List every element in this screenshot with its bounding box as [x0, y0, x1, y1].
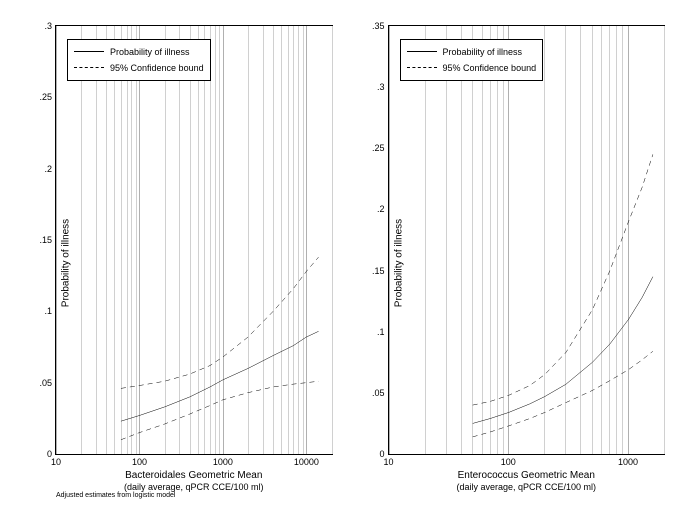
footnote: Adjusted estimates from logistic model [56, 492, 175, 499]
x-tick-label: 1000 [213, 454, 233, 467]
panel-left: Probability of illness 0.05.1.15.2.25.31… [10, 20, 343, 505]
series-line [121, 257, 319, 388]
y-tick-label: .1 [377, 327, 389, 337]
x-tick-label: 10 [51, 454, 61, 467]
x-tick-label: 10000 [294, 454, 319, 467]
x-axis-label: Bacteroidales Geometric Mean(daily avera… [124, 470, 264, 494]
plot-right: 0.05.1.15.2.25.3.35101001000Enterococcus… [388, 25, 666, 455]
y-tick-label: .25 [39, 92, 56, 102]
plot-left: 0.05.1.15.2.25.310100100010000Bacteroida… [55, 25, 333, 455]
x-tick-label: 100 [501, 454, 516, 467]
x-axis-label: Enterococcus Geometric Mean(daily averag… [456, 470, 596, 494]
y-tick-label: .05 [39, 378, 56, 388]
y-tick-label: .15 [39, 235, 56, 245]
x-tick-label: 10 [383, 454, 393, 467]
legend-label: 95% Confidence bound [443, 63, 537, 73]
y-tick-label: .3 [377, 82, 389, 92]
y-tick-label: .2 [377, 204, 389, 214]
series-line [472, 351, 652, 437]
y-tick-label: .1 [44, 306, 56, 316]
series-line [472, 154, 652, 405]
x-tick-label: 1000 [618, 454, 638, 467]
y-tick-label: .15 [372, 266, 389, 276]
legend-label: 95% Confidence bound [110, 63, 204, 73]
legend: Probability of illness 95% Confidence bou… [400, 39, 544, 81]
legend-label: Probability of illness [443, 47, 523, 57]
x-tick-label: 100 [132, 454, 147, 467]
y-tick-label: .25 [372, 143, 389, 153]
y-tick-label: .2 [44, 164, 56, 174]
figure-container: Probability of illness 0.05.1.15.2.25.31… [0, 0, 685, 525]
y-tick-label: .35 [372, 21, 389, 31]
y-tick-label: .05 [372, 388, 389, 398]
panel-right: Probability of illness 0.05.1.15.2.25.3.… [343, 20, 676, 505]
y-tick-label: .3 [44, 21, 56, 31]
legend-label: Probability of illness [110, 47, 190, 57]
legend: Probability of illness 95% Confidence bou… [67, 39, 211, 81]
series-line [472, 277, 652, 424]
series-line [121, 381, 319, 439]
series-line [121, 331, 319, 421]
